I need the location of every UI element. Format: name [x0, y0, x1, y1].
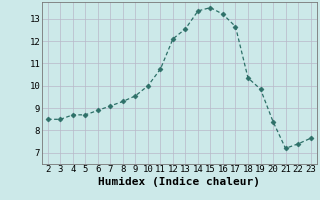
X-axis label: Humidex (Indice chaleur): Humidex (Indice chaleur) — [98, 177, 260, 187]
